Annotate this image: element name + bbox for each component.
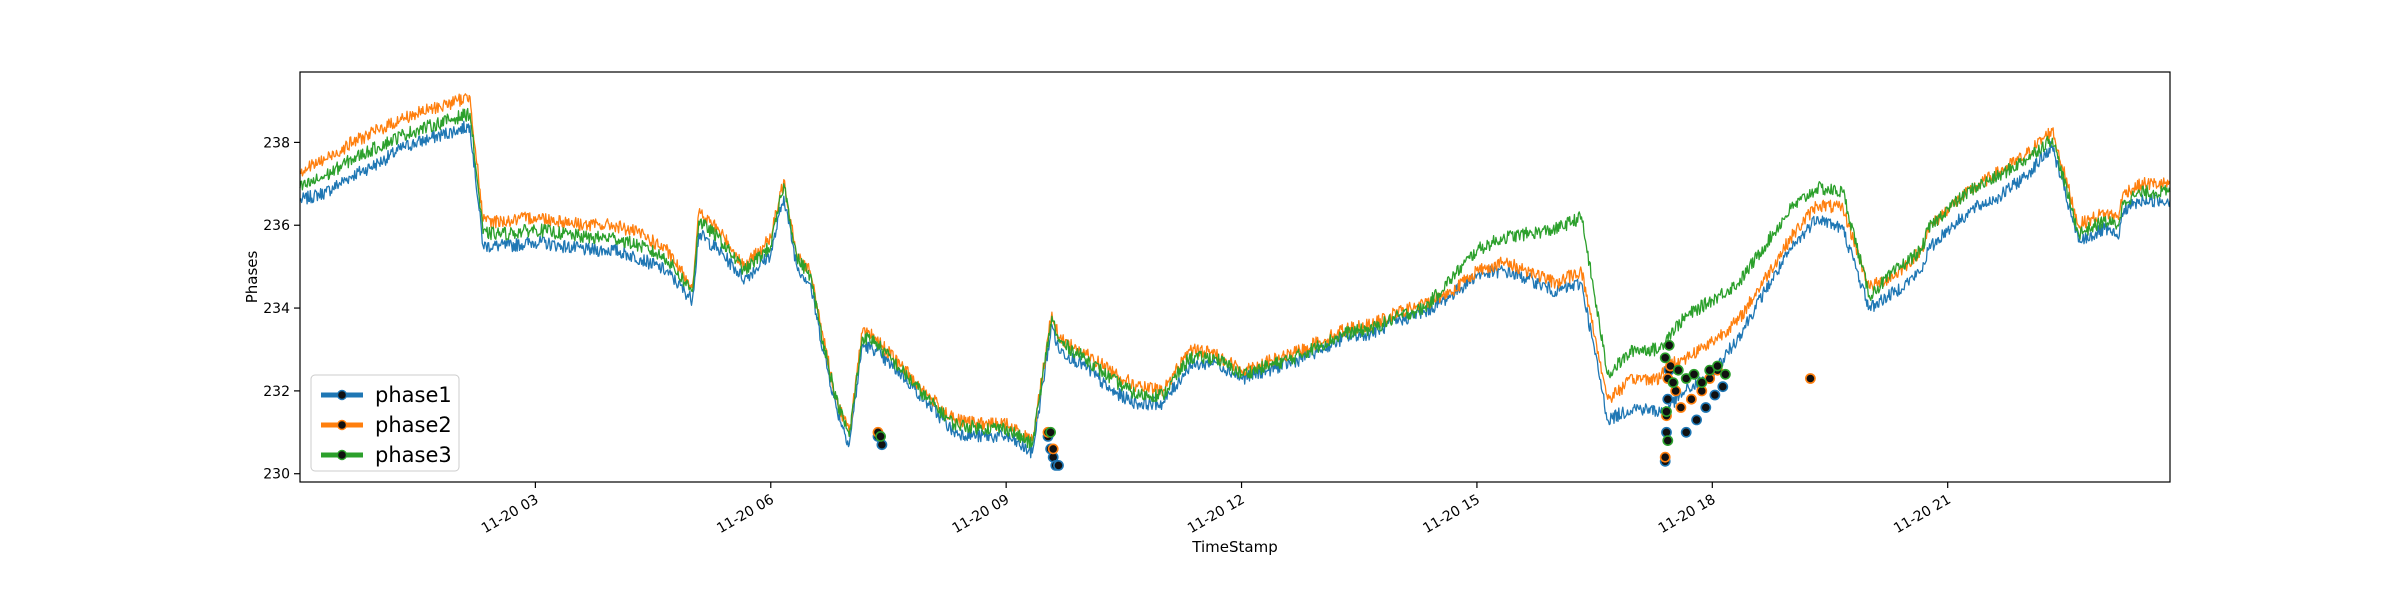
x-tick-label: 11-20 21 (1891, 492, 1954, 537)
marker-point-phase2 (1675, 402, 1687, 413)
y-tick-label: 232 (263, 384, 290, 400)
marker-point-phase1 (1662, 393, 1674, 405)
y-tick-label: 230 (263, 467, 290, 483)
legend-marker-phase1 (336, 389, 348, 401)
marker-point-phase2 (1805, 373, 1816, 384)
marker-point-phase3 (1720, 368, 1731, 380)
y-tick-label: 236 (263, 218, 290, 234)
x-tick-label: 11-20 06 (714, 492, 777, 537)
marker-point-phase2 (1047, 443, 1059, 455)
marker-point-phase1 (1700, 402, 1712, 413)
series-markers (872, 339, 1816, 471)
marker-point-phase3 (875, 430, 886, 442)
marker-point-phase1 (1717, 381, 1729, 393)
legend-label-phase1: phase1 (375, 383, 452, 407)
marker-point-phase2 (1686, 393, 1697, 405)
y-tick-label: 234 (263, 301, 290, 317)
marker-point-phase3 (1659, 352, 1671, 364)
marker-point-phase3 (1045, 426, 1056, 438)
marker-point-phase1 (1691, 414, 1702, 426)
marker-point-phase2 (1659, 451, 1671, 463)
x-tick-label: 11-20 03 (479, 492, 542, 537)
marker-point-phase3 (1663, 339, 1675, 351)
legend: phase1 phase2 phase3 (310, 374, 460, 472)
x-axis: 11-20 03 11-20 06 11-20 09 11-20 12 11-20 15… (479, 482, 1954, 537)
x-tick-label: 11-20 15 (1420, 492, 1483, 537)
marker-point-phase1 (1680, 426, 1692, 438)
marker-point-phase3 (1672, 364, 1684, 376)
y-axis: 230 232 234 236 238 (263, 135, 300, 483)
marker-point-phase3 (1662, 435, 1674, 446)
plot-frame (299, 71, 2171, 483)
marker-point-phase3 (1661, 406, 1672, 417)
x-axis-label: TimeStamp (1191, 538, 1277, 556)
legend-label-phase3: phase3 (375, 443, 452, 467)
series-line-phase3 (299, 107, 2171, 449)
marker-point-phase3 (1696, 377, 1708, 388)
x-tick-label: 11-20 12 (1185, 492, 1248, 537)
marker-point-phase3 (1712, 360, 1723, 372)
y-tick-label: 238 (263, 135, 290, 151)
legend-label-phase2: phase2 (375, 413, 452, 437)
marker-point-phase1 (1709, 389, 1721, 401)
x-tick-label: 11-20 18 (1656, 492, 1719, 537)
x-tick-label: 11-20 09 (950, 492, 1013, 537)
legend-marker-phase3 (336, 449, 348, 461)
marker-point-phase3 (1667, 377, 1679, 388)
legend-marker-phase2 (336, 419, 348, 431)
legend-box (310, 374, 460, 472)
marker-point-phase3 (1688, 368, 1700, 380)
series-lines (299, 93, 2171, 459)
marker-point-phase1 (1053, 459, 1064, 471)
y-axis-label: Phases (243, 251, 261, 304)
